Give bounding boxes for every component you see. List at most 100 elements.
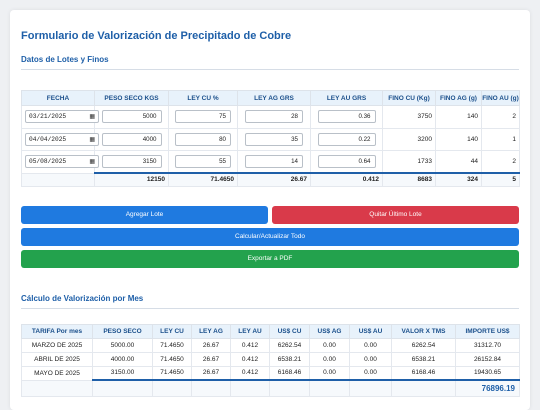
valor-cell: 6538.21	[391, 351, 456, 367]
ley-au-input[interactable]: 0.22	[317, 132, 376, 146]
col-ley-cu: LEY CU	[152, 323, 192, 339]
total-empty-cell	[92, 379, 153, 397]
ley-cu-cell: 80	[168, 127, 238, 151]
agregar-lote-button[interactable]: Agregar Lote	[21, 205, 268, 224]
exportar-pdf-button[interactable]: Exportar a PDF	[21, 249, 519, 268]
col-fino-cu: FINO CU (Kg)	[382, 90, 436, 106]
peso-input[interactable]: 3150	[101, 155, 162, 168]
tarifa-cell: MARZO DE 2025	[21, 337, 93, 353]
peso-cell: 4000.00	[92, 351, 153, 367]
fecha-cell: 04/04/2025 ▦	[21, 127, 99, 151]
grand-total: 76896.19	[455, 379, 520, 397]
total-ley-ag: 26.67	[237, 172, 311, 187]
usd-au-cell: 0.00	[349, 337, 392, 353]
ley-ag-input[interactable]: 35	[245, 132, 303, 146]
lote-actions: Agregar Lote Quitar Último Lote	[21, 205, 519, 224]
valor-cell: 6262.54	[391, 337, 456, 353]
fino-cu-cell: 3200	[382, 127, 436, 151]
col-usd-au: US$ AU	[349, 323, 392, 339]
page-title: Formulario de Valorización de Precipitad…	[21, 30, 292, 42]
total-fino-au: 5	[481, 172, 520, 187]
usd-ag-cell: 0.00	[309, 337, 350, 353]
usd-cu-cell: 6538.21	[269, 351, 310, 367]
mes-header-row: TARIFA Por mes PESO SECO LEY CU LEY AG L…	[21, 323, 520, 339]
ley-cu-cell: 75	[168, 105, 238, 129]
tarifa-cell: ABRIL DE 2025	[21, 351, 93, 367]
ley-ag-cell: 26.67	[191, 351, 231, 367]
ley-ag-input[interactable]: 28	[245, 110, 303, 124]
fino-ag-cell: 140	[435, 127, 482, 151]
fino-ag-cell: 140	[435, 105, 482, 129]
usd-au-cell: 0.00	[349, 351, 392, 367]
importe-cell: 19430.65	[455, 365, 520, 381]
lotes-section-title: Datos de Lotes y Finos	[21, 55, 519, 70]
fino-cu-cell: 1733	[382, 150, 436, 174]
ley-cu-input[interactable]: 80	[175, 132, 231, 146]
ley-cu-cell: 71.4650	[152, 351, 192, 367]
mes-total-row: 76896.19	[21, 379, 520, 397]
usd-ag-cell: 0.00	[309, 351, 350, 367]
ley-au-cell: 0.64	[310, 150, 383, 174]
total-empty-cell	[152, 379, 192, 397]
fecha-input[interactable]: 03/21/2025 ▦	[25, 110, 99, 124]
col-importe: IMPORTE US$	[455, 323, 520, 339]
fino-au-cell: 1	[481, 127, 520, 151]
fino-au-cell: 2	[481, 150, 520, 174]
ley-au-cell: 0.22	[310, 127, 383, 151]
mes-row: ABRIL DE 2025 4000.00 71.4650 26.67 0.41…	[21, 351, 520, 367]
ley-au-cell: 0.36	[310, 105, 383, 129]
total-empty-cell	[391, 379, 456, 397]
col-ley-au: LEY AU	[230, 323, 270, 339]
lotes-total-row: 12150 71.4650 26.67 0.412 8683 324 5	[21, 172, 520, 187]
col-ley-ag: LEY AG GRS	[237, 90, 311, 106]
peso-cell: 3150.00	[92, 365, 153, 381]
calendar-icon[interactable]: ▦	[89, 113, 95, 121]
peso-cell: 5000.00	[92, 337, 153, 353]
fecha-cell: 03/21/2025 ▦	[21, 105, 99, 129]
ley-au-cell: 0.412	[230, 351, 270, 367]
ley-cu-cell: 55	[168, 150, 238, 174]
ley-cu-cell: 71.4650	[152, 337, 192, 353]
col-tarifa: TARIFA Por mes	[21, 323, 93, 339]
fecha-input[interactable]: 05/08/2025 ▦	[25, 155, 99, 169]
fecha-cell: 05/08/2025 ▦	[21, 150, 99, 174]
fino-au-cell: 2	[481, 105, 520, 129]
total-ley-au: 0.412	[310, 172, 383, 187]
ley-au-input[interactable]: 0.64	[317, 155, 376, 168]
col-fino-ag: FINO AG (g)	[435, 90, 482, 106]
lote-row: 03/21/2025 ▦ 5000 75 28 0.36 3750 140 2	[21, 105, 520, 129]
quitar-lote-button[interactable]: Quitar Último Lote	[272, 205, 519, 224]
calcular-button[interactable]: Calcular/Actualizar Todo	[21, 227, 519, 246]
ley-cu-input[interactable]: 75	[175, 110, 231, 124]
ley-au-cell: 0.412	[230, 365, 270, 381]
peso-input[interactable]: 5000	[101, 110, 162, 124]
tarifa-cell: MAYO DE 2025	[21, 365, 93, 381]
total-empty-cell	[191, 379, 231, 397]
usd-cu-cell: 6168.46	[269, 365, 310, 381]
lote-row: 05/08/2025 ▦ 3150 55 14 0.64 1733 44 2	[21, 150, 520, 174]
total-empty-cell	[349, 379, 392, 397]
total-empty-cell	[230, 379, 270, 397]
col-ley-ag: LEY AG	[191, 323, 231, 339]
ley-au-cell: 0.412	[230, 337, 270, 353]
col-valor-tms: VALOR X TMS	[391, 323, 456, 339]
ley-au-input[interactable]: 0.36	[317, 110, 376, 124]
peso-input[interactable]: 4000	[101, 132, 162, 146]
usd-ag-cell: 0.00	[309, 365, 350, 381]
col-peso-seco: PESO SECO	[92, 323, 153, 339]
ley-ag-input[interactable]: 14	[245, 155, 303, 168]
calendar-icon[interactable]: ▦	[89, 135, 95, 143]
lotes-table: FECHA PESO SECO KGS LEY CU % LEY AG GRS …	[21, 90, 520, 187]
importe-cell: 31312.70	[455, 337, 520, 353]
calendar-icon[interactable]: ▦	[89, 158, 95, 166]
mes-section-title: Cálculo de Valorización por Mes	[21, 294, 519, 309]
col-peso-seco: PESO SECO KGS	[94, 90, 169, 106]
fino-ag-cell: 44	[435, 150, 482, 174]
fecha-input[interactable]: 04/04/2025 ▦	[25, 132, 99, 146]
total-empty-cell	[309, 379, 350, 397]
total-fino-cu: 8683	[382, 172, 436, 187]
ley-ag-cell: 28	[237, 105, 311, 129]
total-empty-cell	[269, 379, 310, 397]
ley-cu-input[interactable]: 55	[175, 155, 231, 168]
valor-cell: 6168.46	[391, 365, 456, 381]
